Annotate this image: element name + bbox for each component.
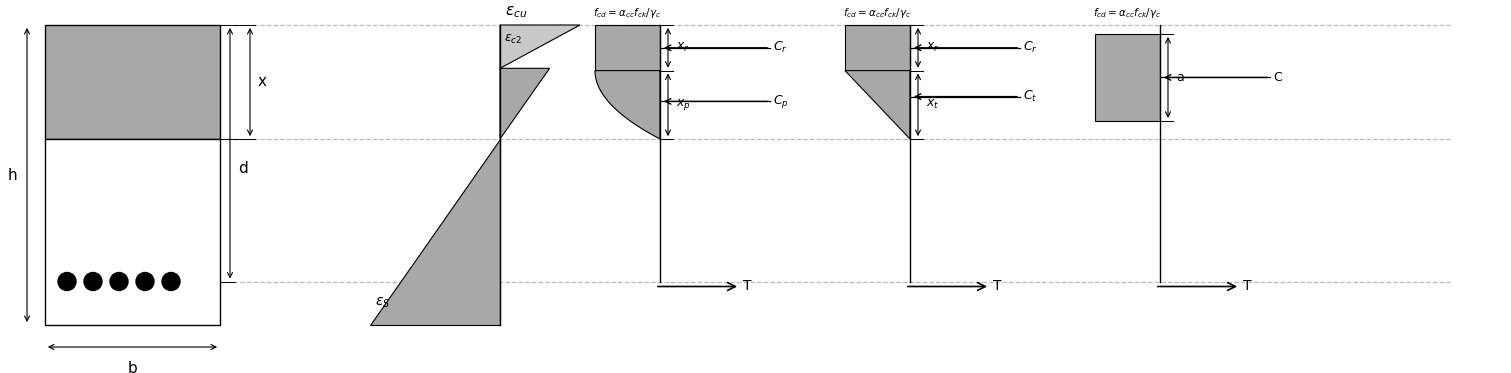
Bar [45,139,221,325]
Polygon shape [370,139,500,325]
Text: $x_r$: $x_r$ [926,41,940,54]
Bar [45,25,221,139]
Text: $\varepsilon_{c2}$: $\varepsilon_{c2}$ [505,33,523,46]
Text: T: T [743,279,751,294]
Polygon shape [500,25,580,68]
Text: $f_{cd} = \alpha_{cc} f_{ck} / \gamma_c$: $f_{cd} = \alpha_{cc} f_{ck} / \gamma_c$ [594,6,662,20]
Text: C: C [1272,71,1281,84]
Text: $C_t$: $C_t$ [1023,89,1038,104]
Bar [845,25,910,70]
Bar [1095,34,1160,121]
Polygon shape [845,70,910,139]
Text: T: T [1244,279,1251,294]
Text: $x_p$: $x_p$ [675,97,691,112]
Text: $C_r$: $C_r$ [1023,40,1038,55]
Circle shape [136,273,154,291]
Text: $C_p$: $C_p$ [774,93,789,110]
Polygon shape [595,70,660,139]
Text: $f_{cd} = \alpha_{cc} f_{ck} / \gamma_c$: $f_{cd} = \alpha_{cc} f_{ck} / \gamma_c$ [843,6,911,20]
Text: b: b [127,361,138,373]
Text: $\varepsilon_{cu}$: $\varepsilon_{cu}$ [505,4,527,20]
Text: $x_t$: $x_t$ [926,98,940,112]
Polygon shape [500,68,550,139]
Circle shape [162,273,180,291]
Circle shape [110,273,128,291]
Text: d: d [239,161,248,176]
Circle shape [57,273,76,291]
Text: h: h [8,167,17,182]
Text: $C_r$: $C_r$ [774,40,787,55]
Text: a: a [1176,71,1183,84]
Text: $\varepsilon_{S}$: $\varepsilon_{S}$ [375,296,390,310]
Text: x: x [258,75,267,90]
Bar [595,25,660,70]
Text: $x_r$: $x_r$ [675,41,691,54]
Circle shape [85,273,103,291]
Text: $f_{cd} = \alpha_{cc} f_{ck} / \gamma_c$: $f_{cd} = \alpha_{cc} f_{ck} / \gamma_c$ [1094,6,1162,20]
Text: T: T [993,279,1002,294]
